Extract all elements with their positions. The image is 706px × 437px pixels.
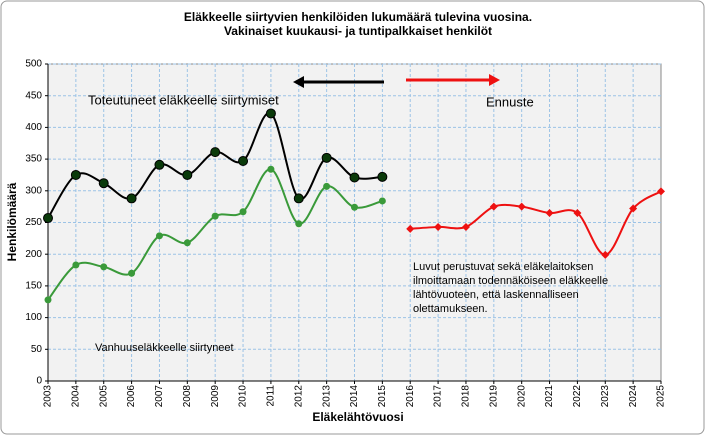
marker [239,208,247,216]
marker [100,263,108,271]
marker [349,172,360,183]
marker [573,208,582,217]
y-tick-label: 50 [31,344,43,355]
marker [517,202,526,211]
x-tick-label: 2006 [126,385,137,408]
marker [489,202,498,211]
marker [126,193,137,204]
y-tick-label: 500 [25,59,42,70]
marker [72,261,80,269]
annotation: Toteutuneet eläkkeelle siirtymiset [88,92,279,107]
x-tick-label: 2012 [293,385,304,408]
marker [657,187,665,196]
marker [545,208,554,217]
y-tick-label: 300 [25,185,42,196]
x-tick-label: 2018 [461,385,472,408]
x-tick-label: 2010 [238,385,249,408]
x-tick-label: 2024 [628,385,639,408]
x-tick-label: 2022 [572,385,583,408]
annotation: Ennuste [486,94,534,109]
marker [378,197,386,205]
y-tick-label: 100 [25,312,42,323]
arrow-left [293,76,384,88]
marker [267,165,275,173]
x-tick-label: 2011 [266,385,277,407]
y-tick-label: 150 [25,281,42,292]
chart-title: Eläkkeelle siirtyvien henkilöiden lukumä… [184,10,532,24]
x-tick-label: 2008 [182,385,193,408]
marker [238,156,249,167]
note: Luvut perustuvat sekä eläkelaitoksen ilm… [413,261,608,315]
x-tick-label: 2019 [488,385,499,408]
marker [601,250,610,259]
marker [434,222,443,231]
marker [210,147,221,158]
marker [44,296,52,304]
marker [211,212,219,220]
y-tick-label: 400 [25,122,42,133]
marker [154,159,165,170]
x-tick-label: 2021 [544,385,555,408]
x-axis-label: Eläkelähtövuosi [312,410,403,424]
marker [265,108,276,119]
x-tick-label: 2005 [98,385,109,408]
x-tick-label: 2009 [210,385,221,408]
x-tick-label: 2020 [516,385,527,408]
y-tick-label: 350 [25,154,42,165]
note-line: olettamukseen. [413,303,488,315]
arrow-right [406,74,500,86]
marker [182,169,193,180]
grid [48,63,661,382]
note-line: lähtövuoteen, että laskennalliseen [413,289,579,301]
marker [70,169,81,180]
x-tick-label: 2013 [321,385,332,408]
marker [321,152,332,163]
marker [377,171,388,182]
note-line: Luvut perustuvat sekä eläkelaitoksen [413,261,593,273]
marker [43,213,53,224]
annotation: Vanhuuseläkkeelle siirtyneet [95,342,234,354]
x-tick-label: 2007 [154,385,165,408]
x-tick-label: 2016 [405,385,416,408]
x-tick-label: 2025 [656,385,667,408]
note-line: ilmoittamaan todennäköiseen eläkkeelle [413,275,608,287]
x-tick-label: 2015 [377,385,388,408]
y-tick-label: 250 [25,217,42,228]
marker [155,232,163,240]
y-tick-label: 200 [25,249,42,260]
marker [351,203,358,211]
marker [461,222,470,231]
x-tick-label: 2017 [433,385,444,408]
y-axis-label: Henkilömäärä [5,182,19,261]
marker [128,269,136,277]
marker [98,178,109,189]
series-line [410,190,662,256]
x-tick-label: 2014 [349,385,360,408]
x-tick-label: 2004 [71,385,82,408]
y-tick-label: 0 [36,376,42,387]
marker [293,193,304,204]
chart-subtitle: Vakinaiset kuukausi- ja tuntipalkkaiset … [224,24,492,38]
x-tick-label: 2003 [43,385,54,408]
marker [406,224,415,233]
marker [323,182,331,190]
marker [183,239,191,247]
marker [629,204,638,213]
y-tick-label: 450 [25,90,42,101]
marker [295,220,303,228]
x-tick-label: 2023 [600,385,611,408]
